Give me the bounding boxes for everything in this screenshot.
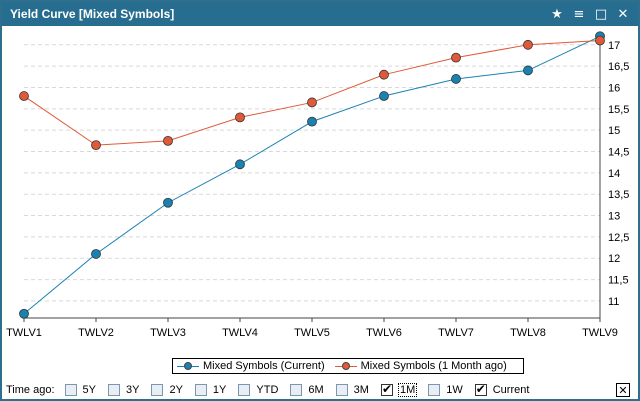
time-ago-checkbox-ytd[interactable]: YTD <box>238 384 278 396</box>
checkbox-box[interactable] <box>335 384 348 396</box>
y-tick-label: 14 <box>608 168 620 180</box>
checkbox-label: Current <box>492 384 530 396</box>
legend-label: Mixed Symbols (Current) <box>203 360 325 372</box>
series-line <box>23 35 601 315</box>
legend-swatch <box>177 361 199 371</box>
x-tick-label: TWLV8 <box>510 327 546 339</box>
x-tick-label: TWLV9 <box>582 327 618 339</box>
x-tick-label: TWLV1 <box>6 327 42 339</box>
data-point <box>19 91 29 101</box>
checkbox-label: 1M <box>397 383 418 397</box>
y-tick-label: 15 <box>608 125 620 137</box>
legend-label: Mixed Symbols (1 Month ago) <box>360 360 507 372</box>
y-tick-label: 14,5 <box>608 147 629 159</box>
x-tick-label: TWLV6 <box>366 327 402 339</box>
checkbox-box[interactable] <box>428 384 441 396</box>
data-point <box>595 35 605 46</box>
x-tick-label: TWLV7 <box>438 327 474 339</box>
y-tick-label: 16 <box>608 82 620 94</box>
y-tick-label: 12,5 <box>608 232 629 244</box>
data-point <box>523 39 533 50</box>
window-title: Yield Curve [Mixed Symbols] <box>10 7 175 21</box>
checkbox-box[interactable] <box>474 382 487 396</box>
time-ago-bar: Time ago: 5Y 3Y 2Y 1Y YTD 6M 3M 1M 1W Current <box>2 380 638 400</box>
titlebar[interactable]: Yield Curve [Mixed Symbols] ★ ≡ □ ✕ <box>2 2 638 26</box>
data-point <box>451 74 461 84</box>
legend-item: Mixed Symbols (Current) <box>177 360 325 372</box>
data-point <box>19 308 29 319</box>
y-tick-label: 13,5 <box>608 189 629 201</box>
close-icon[interactable]: ✕ <box>617 6 629 22</box>
time-ago-checkbox-current[interactable]: Current <box>474 382 530 396</box>
series-line <box>23 40 601 146</box>
y-tick-label: 11 <box>608 296 619 308</box>
time-ago-checkbox-5y[interactable]: 5Y <box>64 384 96 396</box>
x-tick-label: TWLV4 <box>222 327 258 339</box>
y-tick-label: 13 <box>608 211 620 223</box>
star-icon[interactable]: ★ <box>551 6 563 22</box>
checkbox-box[interactable] <box>107 384 120 396</box>
time-ago-checkbox-3m[interactable]: 3M <box>335 384 369 396</box>
y-tick-label: 16,5 <box>608 61 629 73</box>
checkbox-box[interactable] <box>151 384 164 396</box>
data-point <box>451 52 461 63</box>
checkbox-label: 1W <box>446 384 463 396</box>
checkbox-box[interactable] <box>194 384 207 396</box>
time-ago-label: Time ago: <box>6 384 55 396</box>
checkbox-box[interactable] <box>290 384 303 396</box>
y-tick-label: 17 <box>608 40 620 52</box>
yield-curve-chart: 11 11,5 12 12,5 13 13,5 14 14,5 15 15,5 16 16,5 17 TW… <box>6 31 629 339</box>
data-point <box>163 197 173 208</box>
titlebar-icons: ★ ≡ □ ✕ <box>548 5 632 23</box>
data-point <box>379 69 389 80</box>
data-point <box>235 112 245 123</box>
checkbox-label: 2Y <box>169 384 183 396</box>
data-point <box>91 249 101 259</box>
data-point <box>523 65 533 76</box>
time-ago-checkbox-1m[interactable]: 1M <box>380 382 418 397</box>
checkbox-box[interactable] <box>238 384 251 396</box>
time-ago-checkbox-1y[interactable]: 1Y <box>194 384 227 396</box>
time-ago-checkbox-1w[interactable]: 1W <box>428 384 463 396</box>
legend-item: Mixed Symbols (1 Month ago) <box>334 360 507 372</box>
checkbox-label: 3M <box>353 384 369 396</box>
data-point <box>307 116 317 127</box>
x-tick-label: TWLV3 <box>150 327 186 339</box>
chart-area: 11 11,5 12 12,5 13 13,5 14 14,5 15 15,5 16 16,5 17 TW… <box>2 26 638 356</box>
time-ago-checkbox-6m[interactable]: 6M <box>290 384 324 396</box>
x-tick-label: TWLV2 <box>78 327 114 339</box>
y-tick-label: 12 <box>608 253 620 265</box>
checkbox-label: 5Y <box>82 384 96 396</box>
legend-swatch <box>334 361 357 371</box>
y-tick-label: 11,5 <box>608 275 629 287</box>
checkbox-label: 6M <box>308 384 324 396</box>
time-ago-checkbox-3y[interactable]: 3Y <box>107 384 140 396</box>
chart-legend: Mixed Symbols (Current) Mixed Symbols (1 … <box>172 358 524 374</box>
checkbox-label: 1Y <box>212 384 227 396</box>
time-ago-checkbox-2y[interactable]: 2Y <box>151 384 183 396</box>
data-point <box>235 159 245 170</box>
checkbox-box[interactable] <box>380 382 393 396</box>
y-tick-label: 15,5 <box>608 104 629 116</box>
data-point <box>91 140 101 151</box>
menu-icon[interactable]: ≡ <box>573 6 585 22</box>
data-point <box>379 91 389 101</box>
maximize-icon[interactable]: □ <box>594 6 608 22</box>
data-point <box>307 97 317 108</box>
x-tick-label: TWLV5 <box>294 327 330 339</box>
checkbox-label: 3Y <box>125 384 140 396</box>
close-panel-button[interactable]: ✕ <box>616 383 630 397</box>
checkbox-box[interactable] <box>64 384 77 396</box>
data-point <box>163 135 173 146</box>
checkbox-label: YTD <box>256 384 279 396</box>
